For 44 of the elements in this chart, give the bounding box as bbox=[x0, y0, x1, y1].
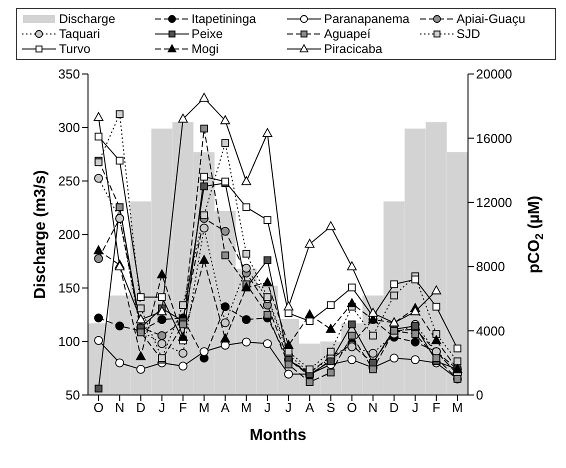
legend-label: Piracicaba bbox=[324, 42, 382, 56]
x-tick-label: O bbox=[346, 400, 357, 416]
legend-label: Aguapeí bbox=[324, 27, 371, 41]
y2-tick-label: 8000 bbox=[476, 259, 505, 274]
y-axis-title: Discharge (m3/s) bbox=[32, 170, 48, 299]
x-tick-label: J bbox=[264, 400, 271, 416]
y2-tick-label: 20000 bbox=[476, 66, 512, 82]
x-tick-label: F bbox=[432, 400, 440, 416]
x-tick-label: J bbox=[158, 400, 166, 416]
x-tick-label: A bbox=[305, 400, 314, 416]
x-tick-label: M bbox=[240, 400, 252, 416]
y2-tick-label: 12000 bbox=[476, 195, 512, 210]
x-tick-label: J bbox=[285, 400, 292, 416]
y2-tick-label: 16000 bbox=[476, 130, 512, 146]
legend-label: Turvo bbox=[59, 42, 90, 56]
y2-tick-label: 4000 bbox=[476, 323, 505, 338]
y-tick-label: 150 bbox=[58, 280, 80, 296]
legend-label: Itapetininga bbox=[192, 12, 256, 26]
y-tick-label: 50 bbox=[66, 388, 80, 403]
legend-label: Mogi bbox=[192, 42, 219, 56]
x-tick-label: N bbox=[368, 400, 378, 416]
y-tick-label: 350 bbox=[58, 66, 80, 82]
legend-label: Peixe bbox=[192, 27, 223, 41]
x-tick-label: M bbox=[198, 400, 210, 416]
x-tick-label: O bbox=[93, 400, 104, 416]
x-tick-label: J bbox=[412, 400, 418, 416]
legend-label: SJD bbox=[456, 27, 480, 41]
y-tick-label: 250 bbox=[58, 174, 80, 189]
legend-label: Discharge bbox=[59, 12, 116, 26]
x-tick-label: A bbox=[220, 400, 230, 416]
y-tick-label: 300 bbox=[58, 120, 80, 136]
legend-label: Paranapanema bbox=[324, 12, 410, 26]
x-tick-label: F bbox=[179, 400, 188, 416]
legend-label: Apiai-Guaçu bbox=[456, 12, 526, 26]
x-tick-label: D bbox=[136, 400, 146, 416]
y2-tick-label: 0 bbox=[476, 388, 484, 403]
x-tick-label: S bbox=[326, 400, 336, 416]
legend-label: Taquari bbox=[59, 27, 100, 41]
y-tick-label: 100 bbox=[58, 334, 80, 350]
x-tick-label: M bbox=[452, 400, 463, 416]
x-axis-title: Months bbox=[250, 427, 307, 444]
x-tick-label: N bbox=[114, 400, 124, 416]
y-tick-label: 200 bbox=[58, 227, 80, 242]
x-tick-label: D bbox=[389, 400, 399, 416]
